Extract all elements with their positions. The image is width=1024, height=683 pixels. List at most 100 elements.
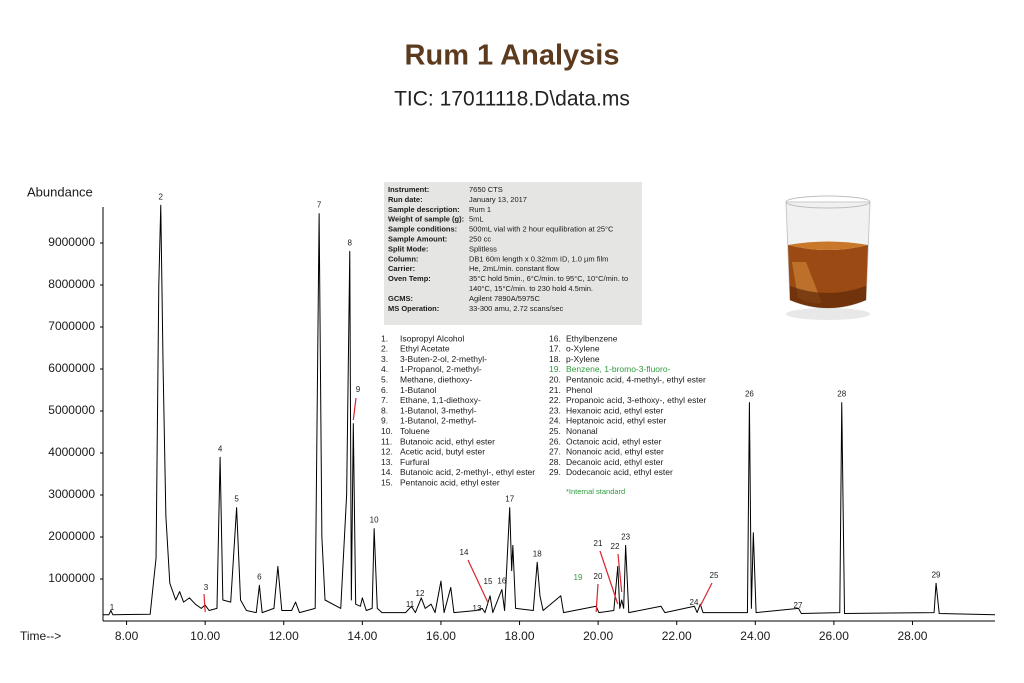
info-key: Split Mode: <box>388 244 428 253</box>
x-tick-label: 16.00 <box>426 629 456 643</box>
compound-number: 26. <box>549 436 561 446</box>
compound-number: 22. <box>549 395 561 405</box>
compound-number: 8. <box>381 405 388 415</box>
peak-label: 7 <box>317 201 322 210</box>
peak-label: 25 <box>710 571 719 580</box>
peak-label: 11 <box>406 600 415 609</box>
peak-leader <box>203 593 206 613</box>
peak-label: 14 <box>460 548 469 557</box>
peak-label: 24 <box>690 598 699 607</box>
peak-label: 17 <box>505 495 514 504</box>
info-value: DB1 60m length x 0.32mm ID, 1.0 µm film <box>469 254 608 263</box>
compound-number: 20. <box>549 374 561 384</box>
compound-name: 1-Butanol <box>400 385 436 395</box>
peak-leader <box>599 550 619 605</box>
x-tick-label: 24.00 <box>740 629 770 643</box>
compound-name: Methane, diethoxy- <box>400 374 472 384</box>
info-value: 7650 CTS <box>469 185 503 194</box>
compound-name: Ethylbenzene <box>566 333 618 343</box>
compound-name: p-Xylene <box>566 354 600 364</box>
compound-number: 12. <box>381 447 393 457</box>
compound-number: 27. <box>549 447 561 457</box>
info-value: 33-300 amu, 2.72 scans/sec <box>469 304 563 313</box>
y-tick-label: 7000000 <box>48 319 95 333</box>
peak-leader <box>699 582 713 607</box>
compound-number: 4. <box>381 364 388 374</box>
info-key: Sample conditions: <box>388 225 457 234</box>
peak-label: 2 <box>159 192 164 201</box>
compound-name: Acetic acid, butyl ester <box>400 447 485 457</box>
compound-name: Butanoic acid, 2-methyl-, ethyl ester <box>400 467 535 477</box>
compound-name: Decanoic acid, ethyl ester <box>566 457 663 467</box>
compound-name: Butanoic acid, ethyl ester <box>400 436 495 446</box>
peak-label: 13 <box>473 604 482 613</box>
peak-label: 1 <box>110 603 115 612</box>
info-key: Run date: <box>388 195 423 204</box>
compound-name: Furfural <box>400 457 429 467</box>
peak-label: 15 <box>484 577 493 586</box>
compound-number: 16. <box>549 333 561 343</box>
compound-number: 6. <box>381 385 388 395</box>
compound-number: 14. <box>381 467 393 477</box>
y-tick-label: 6000000 <box>48 361 95 375</box>
compound-number: 29. <box>549 467 561 477</box>
peak-label: 10 <box>370 516 379 525</box>
info-key: Instrument: <box>388 185 429 194</box>
peak-leader <box>617 553 623 593</box>
compound-name: 3-Buten-2-ol, 2-methyl- <box>400 354 487 364</box>
peak-label: 5 <box>234 495 239 504</box>
compound-number: 23. <box>549 405 561 415</box>
info-value: Splitless <box>469 244 497 253</box>
compound-number: 9. <box>381 416 388 426</box>
peak-label: 28 <box>837 390 846 399</box>
x-axis-label: Time--> <box>20 629 61 643</box>
peak-label: 9 <box>356 385 361 394</box>
peak-leader <box>595 583 599 613</box>
compound-number: 19. <box>549 364 561 374</box>
info-value: 500mL vial with 2 hour equilibration at … <box>469 225 614 234</box>
compound-name: Ethyl Acetate <box>400 344 450 354</box>
compound-name: 1-Butanol, 2-methyl- <box>400 416 477 426</box>
compound-number: 7. <box>381 395 388 405</box>
y-tick-label: 5000000 <box>48 403 95 417</box>
y-tick-label: 3000000 <box>48 487 95 501</box>
peak-leader <box>352 397 357 421</box>
x-tick-label: 10.00 <box>190 629 220 643</box>
compound-number: 17. <box>549 344 561 354</box>
y-tick-label: 4000000 <box>48 445 95 459</box>
peak-label: 6 <box>257 572 262 581</box>
compound-number: 2. <box>381 344 388 354</box>
info-key: Carrier: <box>388 264 415 273</box>
x-tick-label: 8.00 <box>115 629 139 643</box>
info-value: 250 cc <box>469 234 491 243</box>
compound-name: Nonanoic acid, ethyl ester <box>566 447 664 457</box>
compound-number: 15. <box>381 477 393 487</box>
compound-name: Toluene <box>400 426 430 436</box>
compound-name: Ethane, 1,1-diethoxy- <box>400 395 481 405</box>
peak-label: 4 <box>218 444 223 453</box>
compound-name: Pentanoic acid, ethyl ester <box>400 477 500 487</box>
peak-label: 3 <box>204 583 209 592</box>
chromatogram-trace <box>103 204 996 616</box>
y-tick-label: 1000000 <box>48 571 95 585</box>
y-axis-label: Abundance <box>27 184 93 199</box>
peak-label: 29 <box>932 570 941 579</box>
compound-name: Pentanoic acid, 4-methyl-, ethyl ester <box>566 374 706 384</box>
compound-name: Nonanal <box>566 426 598 436</box>
info-key: Sample Amount: <box>388 234 447 243</box>
compound-name: Isopropyl Alcohol <box>400 333 464 343</box>
info-value: January 13, 2017 <box>469 195 527 204</box>
x-tick-label: 28.00 <box>897 629 927 643</box>
compound-number: 25. <box>549 426 561 436</box>
info-key: MS Operation: <box>388 304 439 313</box>
peak-label: 16 <box>497 577 506 586</box>
peak-label: 26 <box>745 390 754 399</box>
info-value: Agilent 7890A/5975C <box>469 294 540 303</box>
info-key: Sample description: <box>388 205 460 214</box>
compound-name: Octanoic acid, ethyl ester <box>566 436 662 446</box>
info-value: 140°C, 15°C/min. to 230 hold 4.5min. <box>469 284 593 293</box>
peak-label: 18 <box>533 549 542 558</box>
y-tick-label: 8000000 <box>48 277 95 291</box>
